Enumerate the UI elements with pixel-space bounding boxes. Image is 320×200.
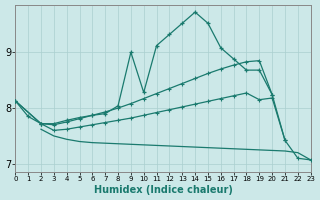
X-axis label: Humidex (Indice chaleur): Humidex (Indice chaleur) (93, 185, 232, 195)
